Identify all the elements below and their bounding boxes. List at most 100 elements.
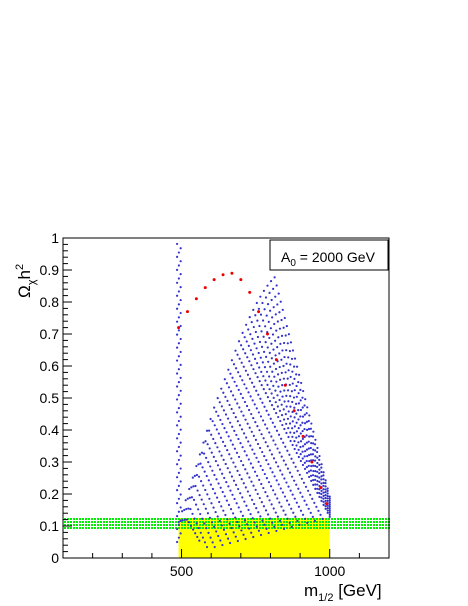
green-band-dot bbox=[349, 524, 351, 526]
blue-point bbox=[237, 371, 240, 374]
green-band-dot bbox=[106, 521, 108, 523]
blue-point bbox=[299, 445, 302, 449]
blue-point bbox=[228, 453, 231, 456]
green-band-dot bbox=[277, 524, 279, 526]
green-band-dot bbox=[208, 527, 210, 529]
blue-point bbox=[308, 475, 311, 479]
blue-point bbox=[269, 417, 272, 420]
blue-point bbox=[224, 413, 228, 416]
green-band-dot bbox=[310, 521, 312, 523]
green-band-dot bbox=[205, 524, 207, 526]
blue-point bbox=[247, 440, 250, 443]
green-band-dot bbox=[142, 527, 144, 529]
green-band-dot bbox=[115, 518, 117, 520]
blue-point bbox=[269, 467, 272, 470]
blue-point bbox=[265, 370, 269, 373]
blue-point bbox=[258, 496, 261, 500]
green-band-dot bbox=[67, 524, 69, 526]
blue-point bbox=[322, 484, 325, 487]
blue-point bbox=[295, 451, 298, 455]
blue-point bbox=[185, 518, 188, 521]
blue-point bbox=[281, 491, 285, 494]
blue-point bbox=[312, 469, 315, 473]
blue-point bbox=[179, 467, 182, 470]
blue-point bbox=[215, 428, 218, 431]
blue-point bbox=[233, 380, 236, 383]
y-tick-label: 0.8 bbox=[40, 294, 60, 310]
blue-point bbox=[279, 469, 282, 472]
blue-point bbox=[242, 482, 245, 485]
green-band-dot bbox=[322, 524, 324, 526]
x-tick-label: 500 bbox=[170, 563, 194, 579]
blue-point bbox=[328, 509, 331, 512]
blue-point bbox=[269, 327, 272, 330]
blue-point bbox=[272, 407, 276, 411]
blue-point bbox=[206, 493, 209, 496]
blue-point bbox=[211, 487, 215, 491]
blue-point bbox=[268, 291, 271, 294]
green-band-dot bbox=[250, 518, 252, 520]
blue-point bbox=[276, 447, 279, 450]
blue-point bbox=[284, 334, 287, 337]
green-band-dot bbox=[229, 527, 231, 529]
green-band-dot bbox=[91, 518, 93, 520]
blue-point bbox=[281, 384, 284, 387]
green-band-dot bbox=[217, 518, 219, 520]
green-band-dot bbox=[259, 524, 261, 526]
green-band-dot bbox=[91, 524, 93, 526]
green-band-dot bbox=[112, 521, 114, 523]
green-band-dot bbox=[247, 527, 249, 529]
green-band-dot bbox=[379, 518, 381, 520]
green-band-dot bbox=[103, 527, 105, 529]
green-band-dot bbox=[70, 524, 72, 526]
blue-point bbox=[244, 486, 247, 489]
blue-point bbox=[316, 475, 319, 478]
blue-point bbox=[188, 487, 191, 491]
green-band-dot bbox=[373, 524, 375, 526]
blue-point bbox=[176, 372, 179, 375]
blue-point bbox=[256, 362, 259, 365]
blue-point bbox=[179, 324, 182, 328]
blue-point bbox=[226, 449, 229, 452]
blue-point bbox=[270, 380, 273, 383]
red-point bbox=[283, 383, 287, 387]
blue-point bbox=[275, 380, 278, 383]
blue-point bbox=[303, 467, 307, 471]
blue-point bbox=[212, 506, 215, 509]
blue-point bbox=[320, 478, 323, 481]
blue-point bbox=[199, 462, 202, 465]
blue-point bbox=[203, 541, 207, 544]
blue-point bbox=[328, 507, 331, 510]
green-band-dot bbox=[166, 527, 168, 529]
blue-point bbox=[295, 395, 298, 398]
green-band-dot bbox=[94, 524, 96, 526]
blue-point bbox=[220, 405, 223, 408]
blue-point bbox=[252, 484, 255, 487]
green-band-dot bbox=[208, 521, 210, 523]
blue-point bbox=[248, 377, 252, 380]
blue-point bbox=[229, 390, 233, 393]
blue-point bbox=[251, 399, 254, 402]
blue-point bbox=[239, 392, 242, 395]
blue-point bbox=[296, 469, 299, 472]
green-band-dot bbox=[154, 521, 156, 523]
blue-point bbox=[248, 527, 251, 530]
blue-point bbox=[262, 486, 265, 490]
green-band-dot bbox=[118, 527, 120, 529]
blue-point bbox=[300, 381, 303, 385]
blue-point bbox=[289, 375, 292, 379]
blue-point bbox=[237, 437, 240, 441]
blue-point bbox=[261, 319, 265, 322]
blue-point bbox=[295, 373, 298, 376]
blue-point bbox=[179, 402, 182, 405]
blue-point bbox=[243, 500, 246, 503]
blue-point bbox=[307, 427, 311, 431]
green-band-dot bbox=[340, 524, 342, 526]
blue-point bbox=[259, 313, 263, 316]
blue-point bbox=[218, 450, 221, 453]
blue-point bbox=[273, 375, 276, 378]
blue-point bbox=[265, 459, 268, 462]
blue-point bbox=[179, 376, 182, 379]
green-band-dot bbox=[349, 527, 351, 529]
x-axis-label-main: m bbox=[304, 581, 318, 600]
